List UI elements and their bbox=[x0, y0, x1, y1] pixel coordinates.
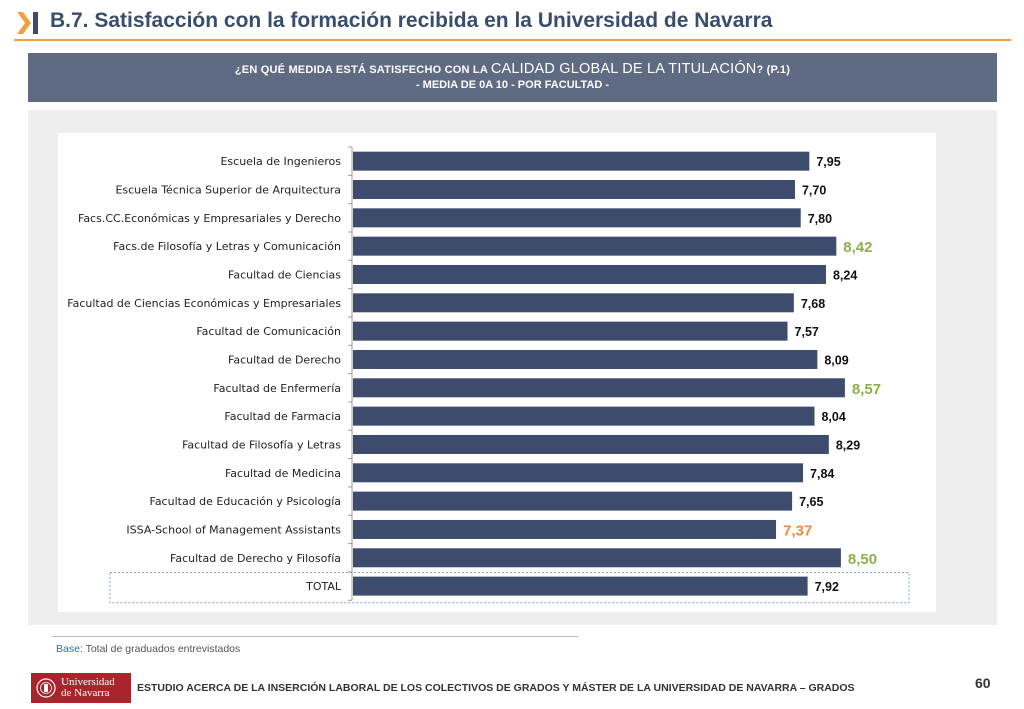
category-label: Facultad de Educación y Psicología bbox=[150, 495, 342, 508]
data-label: 8,57 bbox=[852, 381, 881, 398]
footnote: Base: Total de graduados entrevistados bbox=[56, 643, 240, 655]
bar bbox=[353, 519, 777, 539]
question-pre: ¿EN QUÉ MEDIDA ESTÁ SATISFECHO CON LA bbox=[234, 64, 491, 76]
logo-line-2: de Navarra bbox=[61, 687, 110, 699]
category-label: Facultad de Derecho y Filosofía bbox=[170, 552, 341, 565]
study-title: ESTUDIO ACERCA DE LA INSERCIÓN LABORAL D… bbox=[137, 682, 855, 694]
category-label: Facs.de Filosofía y Letras y Comunicació… bbox=[113, 240, 341, 253]
bar bbox=[353, 548, 841, 568]
data-label: 7,80 bbox=[808, 212, 832, 226]
data-label: 7,70 bbox=[802, 183, 826, 197]
category-label: Facultad de Derecho bbox=[228, 353, 341, 366]
question-post: ? (P.1) bbox=[756, 64, 791, 76]
logo-line-1: Universidad bbox=[61, 676, 115, 688]
category-label: Facultad de Comunicación bbox=[196, 325, 341, 338]
data-label: 7,65 bbox=[799, 495, 823, 509]
bar bbox=[353, 151, 810, 171]
data-label: 7,37 bbox=[783, 522, 812, 539]
bar bbox=[353, 576, 808, 596]
bar bbox=[353, 463, 804, 483]
category-label: Escuela Técnica Superior de Arquitectura bbox=[115, 183, 341, 196]
page-title: B.7. Satisfacción con la formación recib… bbox=[50, 9, 773, 32]
data-label: 7,95 bbox=[816, 155, 840, 169]
category-label: Facultad de Enfermería bbox=[213, 382, 341, 395]
question-banner: ¿EN QUÉ MEDIDA ESTÁ SATISFECHO CON LA CA… bbox=[28, 53, 997, 102]
category-label: TOTAL bbox=[305, 580, 342, 593]
chart-area: Escuela de Ingenieros 7,95 Escuela Técnica… bbox=[58, 133, 936, 612]
category-label: Facultad de Farmacia bbox=[224, 410, 341, 423]
question-text: ¿EN QUÉ MEDIDA ESTÁ SATISFECHO CON LA CA… bbox=[28, 61, 997, 77]
data-label: 8,09 bbox=[824, 353, 848, 367]
data-label: 7,92 bbox=[815, 580, 839, 594]
bar bbox=[353, 264, 826, 284]
data-label: 8,04 bbox=[821, 410, 845, 424]
data-label: 8,29 bbox=[836, 438, 860, 452]
total-row-frame bbox=[109, 571, 910, 604]
data-label: 7,68 bbox=[801, 297, 825, 311]
data-label: 8,50 bbox=[848, 551, 877, 568]
footnote-text: : Total de graduados entrevistados bbox=[79, 643, 241, 655]
data-label: 7,57 bbox=[795, 325, 819, 339]
question-emphasis: CALIDAD GLOBAL DE LA TITULACIÓN bbox=[490, 61, 757, 77]
question-subtitle: - MEDIA DE 0A 10 - POR FACULTAD - bbox=[415, 79, 610, 91]
footnote-divider bbox=[52, 636, 578, 637]
logo-wordmark: Universidad de Navarra bbox=[61, 677, 115, 699]
category-label: Facs.CC.Económicas y Empresariales y Der… bbox=[78, 212, 341, 225]
data-label: 8,42 bbox=[843, 239, 872, 256]
bar bbox=[353, 406, 815, 426]
bar bbox=[353, 179, 795, 199]
page-number: 60 bbox=[975, 675, 991, 691]
bar bbox=[353, 321, 788, 341]
bar-chart: Escuela de Ingenieros 7,95 Escuela Técnica… bbox=[67, 146, 910, 604]
category-label: Facultad de Ciencias bbox=[228, 268, 341, 281]
category-label: Facultad de Medicina bbox=[225, 467, 341, 480]
bar bbox=[353, 349, 818, 369]
footnote-label: Base bbox=[56, 643, 80, 655]
category-label: Facultad de Ciencias Económicas y Empres… bbox=[67, 297, 341, 310]
data-label: 8,24 bbox=[833, 268, 857, 282]
category-label: ISSA-School of Management Assistants bbox=[126, 523, 341, 536]
title-divider bbox=[14, 39, 1011, 41]
data-label: 7,84 bbox=[810, 467, 834, 481]
bar bbox=[353, 208, 801, 228]
bar bbox=[353, 491, 793, 511]
bar bbox=[353, 236, 837, 256]
bar bbox=[353, 434, 829, 454]
category-label: Escuela de Ingenieros bbox=[220, 155, 341, 168]
seal-icon bbox=[36, 678, 56, 698]
bar bbox=[353, 378, 845, 398]
chevron-logo-icon bbox=[17, 12, 38, 34]
university-logo: Universidad de Navarra bbox=[31, 673, 131, 703]
bar bbox=[353, 293, 794, 313]
category-label: Facultad de Filosofía y Letras bbox=[182, 438, 341, 451]
